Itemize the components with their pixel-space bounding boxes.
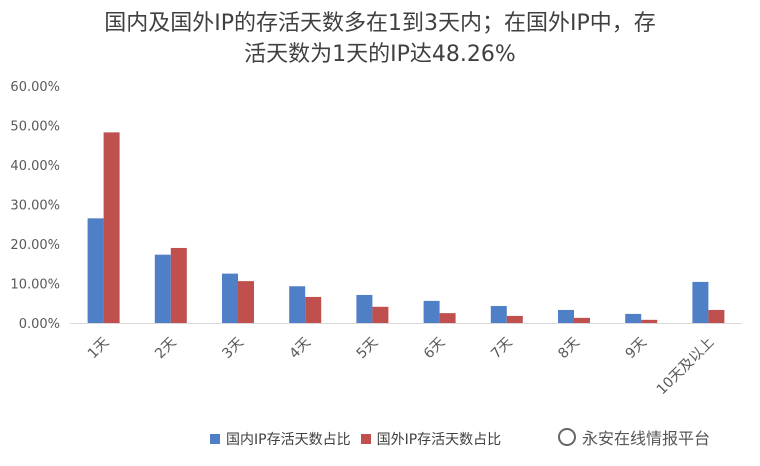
bar-domestic bbox=[558, 309, 574, 323]
y-tick-label: 60.00% bbox=[10, 80, 60, 95]
title-line-1: 国内及国外IP的存活天数多在1到3天内；在国外IP中，存 bbox=[104, 11, 656, 36]
x-tick-label: 6天 bbox=[421, 335, 449, 363]
bar-foreign bbox=[372, 306, 389, 323]
legend-label-foreign: 国外IP存活天数占比 bbox=[376, 432, 502, 448]
legend-swatch-domestic bbox=[210, 434, 220, 444]
watermark: 永安在线情报平台 bbox=[558, 424, 710, 450]
bar-domestic bbox=[222, 273, 238, 323]
bar-domestic bbox=[356, 294, 373, 323]
x-tick-label: 5天 bbox=[354, 335, 382, 363]
legend-item-foreign: 国外IP存活天数占比 bbox=[360, 429, 502, 449]
bar-foreign bbox=[708, 309, 725, 323]
bar-domestic bbox=[289, 286, 306, 323]
bar-foreign bbox=[506, 315, 523, 323]
y-tick-label: 30.00% bbox=[10, 199, 60, 214]
legend-label-domestic: 国内IP存活天数占比 bbox=[226, 432, 351, 448]
x-tick-label: 8天 bbox=[555, 335, 583, 363]
bar-domestic bbox=[490, 306, 507, 323]
x-tick-label: 7天 bbox=[488, 335, 516, 363]
wechat-logo-icon bbox=[558, 428, 576, 446]
bar-foreign bbox=[238, 281, 254, 323]
x-tick-label: 1天 bbox=[85, 335, 113, 363]
bar-domestic bbox=[154, 254, 171, 323]
bar-foreign bbox=[439, 313, 456, 323]
x-tick-label: 10天及以上 bbox=[654, 335, 718, 399]
y-tick-label: 10.00% bbox=[10, 278, 60, 293]
bar-foreign bbox=[103, 132, 120, 323]
x-tick-label: 3天 bbox=[219, 335, 247, 363]
x-tick-label: 9天 bbox=[623, 335, 651, 363]
bar-domestic bbox=[625, 313, 642, 323]
title-line-2: 活天数为1天的IP达48.26% bbox=[244, 42, 516, 67]
bar-foreign bbox=[170, 247, 187, 323]
y-tick-label: 20.00% bbox=[10, 238, 60, 253]
bar-domestic bbox=[692, 281, 709, 323]
watermark-text: 永安在线情报平台 bbox=[582, 429, 711, 448]
y-tick-label: 40.00% bbox=[10, 159, 60, 174]
chart-title: 国内及国外IP的存活天数多在1到3天内；在国外IP中，存 活天数为1天的IP达4… bbox=[0, 8, 760, 70]
bar-foreign bbox=[641, 319, 658, 323]
x-tick-label: 4天 bbox=[287, 335, 315, 363]
bar-domestic bbox=[423, 300, 440, 323]
bar-foreign bbox=[305, 296, 322, 323]
y-tick-label: 50.00% bbox=[10, 120, 60, 135]
legend-item-domestic: 国内IP存活天数占比 bbox=[210, 429, 351, 449]
legend: 国内IP存活天数占比 国外IP存活天数占比 bbox=[210, 429, 511, 449]
x-tick-label: 2天 bbox=[152, 335, 180, 363]
bar-foreign bbox=[574, 317, 590, 323]
bar-domestic bbox=[87, 218, 104, 323]
legend-swatch-foreign bbox=[360, 434, 371, 444]
y-tick-label: 0.00% bbox=[19, 317, 60, 332]
